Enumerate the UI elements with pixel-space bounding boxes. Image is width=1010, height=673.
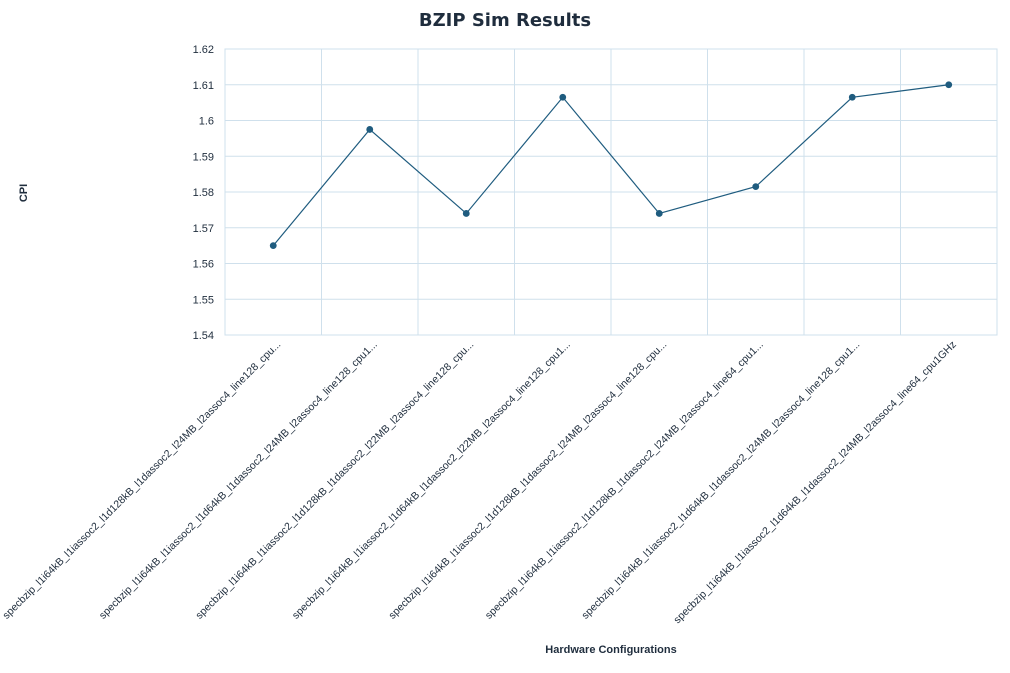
data-point: [945, 81, 953, 89]
plot-area-border: [224, 48, 998, 336]
data-point: [366, 126, 374, 133]
y-tick-label: 1.56: [193, 259, 214, 271]
y-tick-label: 1.57: [193, 223, 214, 235]
data-point: [269, 242, 277, 250]
data-point: [559, 93, 567, 101]
chart-title: BZIP Sim Results: [419, 10, 591, 31]
y-tick-label: 1.59: [193, 151, 214, 163]
grid: [224, 48, 998, 336]
y-tick-label: 1.54: [193, 330, 214, 342]
y-tick-label: 1.61: [193, 80, 214, 92]
data-point: [752, 183, 760, 191]
y-tick-label: 1.55: [193, 294, 214, 306]
data-point: [462, 210, 470, 217]
y-axis-title: CPI: [18, 184, 30, 202]
y-tick-label: 1.62: [193, 44, 214, 56]
data-point: [848, 93, 856, 101]
x-axis-ticks: specbzip_l1i64kB_l1iassoc2_l1d128kB_l1da…: [0, 339, 958, 627]
series-line: [272, 84, 949, 247]
y-tick-label: 1.6: [199, 116, 214, 128]
data-point: [655, 210, 663, 217]
y-axis-ticks: 1.54 1.55 1.56 1.57 1.58 1.59 1.6 1.61 1.62: [193, 44, 214, 342]
series-layer: [269, 81, 953, 250]
x-axis-title: Hardware Configurations: [545, 644, 676, 656]
y-tick-label: 1.58: [193, 187, 214, 199]
